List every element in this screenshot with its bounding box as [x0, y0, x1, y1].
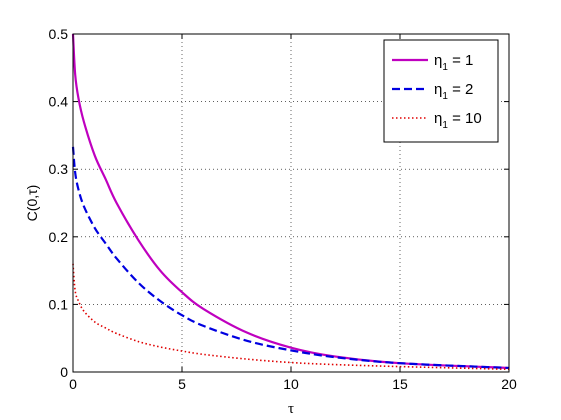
x-tick-label: 15 — [392, 376, 408, 392]
y-tick-label: 0.2 — [49, 229, 69, 245]
y-tick-label: 0.5 — [49, 26, 69, 42]
x-axis-label: τ — [288, 401, 294, 417]
legend-label-value: = 2 — [448, 81, 473, 98]
x-tick-label: 20 — [501, 376, 517, 392]
axis-ticks — [72, 33, 510, 373]
series-lines — [71, 33, 510, 371]
legend-label-base: η — [434, 81, 442, 98]
y-tick-label: 0 — [60, 364, 68, 380]
legend-label-3: η1 = 10 — [434, 110, 482, 131]
legend-label-base: η — [434, 52, 442, 69]
legend-label-2: η1 = 2 — [434, 81, 473, 102]
legend-label-1: η1 = 1 — [434, 52, 473, 73]
x-tick-label: 0 — [69, 376, 77, 392]
y-tick-label: 0.1 — [49, 296, 69, 312]
y-axis-label: C(0,τ) — [24, 185, 40, 222]
x-tick-label: 10 — [283, 376, 299, 392]
y-tick-label: 0.4 — [49, 94, 69, 110]
series-line-3 — [72, 263, 510, 371]
axis-tick-labels: 0 5 10 15 20 0 0.1 0.2 0.3 0.4 0.5 — [49, 26, 517, 392]
legend-label-subscript: 1 — [442, 120, 448, 131]
legend-box — [383, 39, 499, 143]
x-tick-label: 5 — [178, 376, 186, 392]
legend-label-subscript: 1 — [442, 91, 448, 102]
legend-label-value: = 10 — [448, 110, 482, 127]
y-tick-label: 0.3 — [49, 161, 69, 177]
legend-label-value: = 1 — [448, 52, 473, 69]
legend-label-base: η — [434, 110, 442, 127]
legend: η1 = 1η1 = 2η1 = 10 — [383, 39, 499, 143]
grid-lines — [73, 34, 509, 372]
legend-label-subscript: 1 — [442, 62, 448, 73]
series-line-2 — [71, 146, 510, 370]
